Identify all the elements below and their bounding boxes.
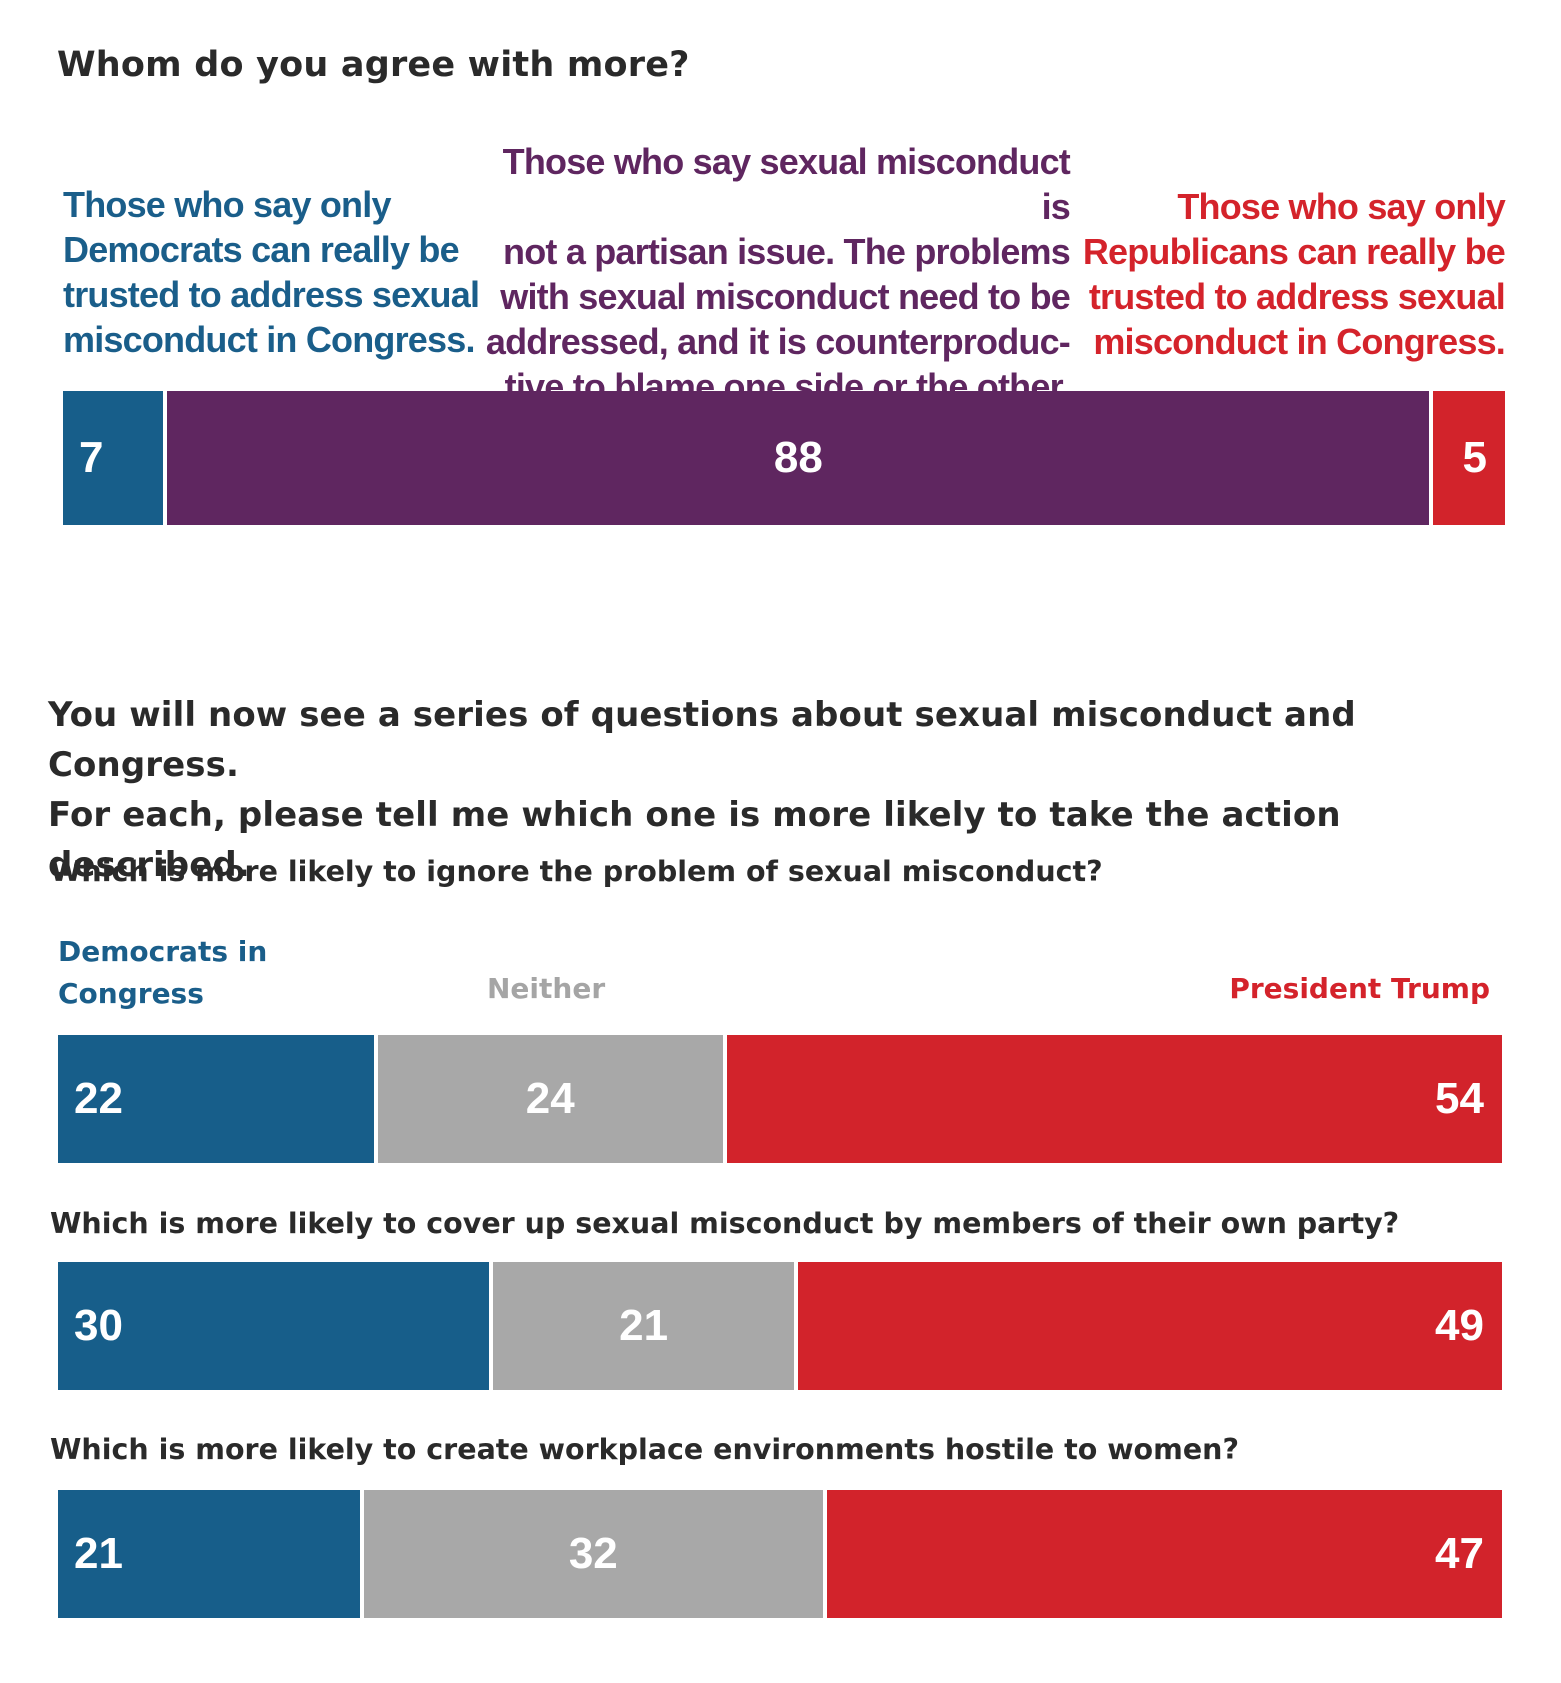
data-label: 32	[568, 1529, 618, 1578]
data-label: 5	[1462, 433, 1487, 482]
legend-trump: President Trump	[1229, 972, 1490, 1005]
data-label: 24	[525, 1074, 575, 1123]
label-line: not a partisan issue. The problems	[503, 231, 1071, 272]
bar-segment-trump: 54	[726, 1035, 1502, 1163]
label-nonpartisan: Those who say sexual misconduct is not a…	[470, 139, 1071, 409]
label-democrats-only: Those who say only Democrats can really …	[63, 182, 493, 362]
label-line: Democrats can really be	[63, 229, 460, 270]
label-line: addressed, and it is counterproduc-	[485, 321, 1071, 362]
bar-segment-democrats: 21	[58, 1490, 360, 1618]
label-line: with sexual misconduct need to be	[500, 276, 1071, 317]
legend-line: Congress	[58, 977, 204, 1010]
question-2: Which is more likely to cover up sexual …	[50, 1207, 1400, 1240]
bar-segment-nonpartisan: 88	[167, 391, 1430, 525]
top-chart-title: Whom do you agree with more?	[57, 45, 690, 85]
stacked-bar-q2: 30 21 49	[58, 1262, 1502, 1390]
legend-neither: Neither	[487, 972, 606, 1005]
bar-segment-neither: 32	[363, 1490, 824, 1618]
question-1: Which is more likely to ignore the probl…	[50, 855, 1103, 888]
bar-segment-republicans-only: 5	[1433, 391, 1505, 525]
bar-segment-neither: 21	[492, 1262, 795, 1390]
question-3: Which is more likely to create workplace…	[50, 1433, 1239, 1466]
label-line: Republicans can really be	[1082, 231, 1506, 272]
data-label: 21	[619, 1301, 669, 1350]
data-label: 54	[1435, 1074, 1484, 1123]
data-label: 88	[773, 433, 823, 482]
label-line: trusted to address sexual	[1088, 276, 1506, 317]
legend-democrats: Democrats in Congress	[58, 931, 318, 1015]
bar-segment-trump: 47	[827, 1490, 1502, 1618]
bar-segment-neither: 24	[377, 1035, 723, 1163]
label-line: misconduct in Congress.	[1093, 321, 1505, 362]
data-label: 49	[1435, 1301, 1484, 1350]
label-line: trusted to address sexual	[63, 274, 480, 315]
intro-text: You will now see a series of questions a…	[48, 690, 1528, 890]
bar-segment-trump: 49	[798, 1262, 1502, 1390]
data-label: 7	[79, 433, 104, 482]
data-label: 21	[74, 1529, 123, 1578]
top-stacked-bar: 7 88 5	[63, 391, 1505, 525]
label-republicans-only: Those who say only Republicans can reall…	[1080, 184, 1506, 364]
legend-line: Democrats in	[58, 935, 268, 968]
bar-segment-democrats: 30	[58, 1262, 489, 1390]
intro-line: For each, please tell me which one is mo…	[48, 795, 1341, 885]
data-label: 47	[1435, 1529, 1484, 1578]
bar-segment-democrats: 22	[58, 1035, 374, 1163]
bar-segment-democrats-only: 7	[63, 391, 164, 525]
intro-line: You will now see a series of questions a…	[48, 695, 1356, 785]
label-line: Those who say sexual misconduct is	[502, 141, 1071, 227]
stacked-bar-q1: 22 24 54	[58, 1035, 1502, 1163]
label-line: Those who say only	[1177, 186, 1505, 227]
data-label: 30	[74, 1301, 123, 1350]
label-line: misconduct in Congress.	[63, 319, 475, 360]
stacked-bar-q3: 21 32 47	[58, 1490, 1502, 1618]
label-line: Those who say only	[63, 184, 391, 225]
data-label: 22	[74, 1074, 123, 1123]
